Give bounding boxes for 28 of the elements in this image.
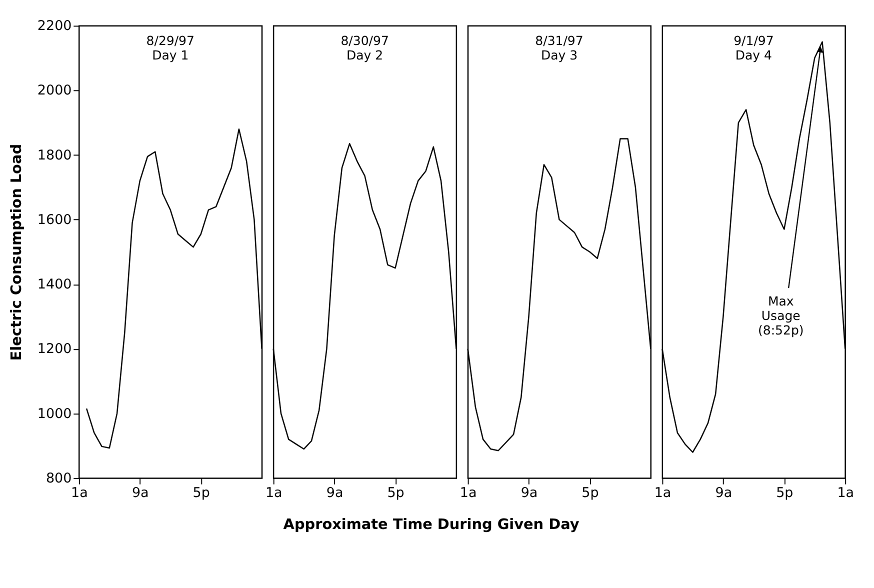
y-tick-label: 2200 [37,18,72,34]
annotation: Max Usage (8:52p) [758,293,804,338]
x-axis-title: Approximate Time During Given Day [283,516,580,533]
x-tick-label: 5p [387,484,404,501]
x-tick-label: 1a [837,484,854,501]
x-tick-label: 5p [582,484,599,501]
y-axis-title: Electric Consumption Load [9,144,26,361]
x-tick-label: 9a [132,484,149,501]
y-tick-label: 1800 [37,147,72,164]
y-tick-label: 1200 [37,341,72,358]
x-tick-label: 1a [70,484,88,501]
y-tick-label: 1600 [37,212,72,228]
text: 8/31/97 Day 3 [535,32,584,62]
x-tick-label: 1a [460,484,477,501]
x-tick-label: 1a [654,484,672,501]
text: 9/1/97 Day 4 [734,32,774,62]
x-tick-label: 9a [326,484,344,501]
y-tick-label: 2000 [37,82,72,99]
y-tick-label: 1000 [37,406,72,422]
text: 8/30/97 Day 2 [340,32,389,62]
x-tick-label: 5p [776,484,794,501]
x-tick-label: 9a [520,484,538,501]
y-tick-label: 800 [46,470,72,486]
text: 8/29/97 Day 1 [146,32,194,62]
x-tick-label: 1a [265,484,282,501]
x-tick-label: 9a [715,484,732,501]
y-tick-label: 1400 [37,276,72,293]
x-tick-label: 5p [192,484,210,501]
